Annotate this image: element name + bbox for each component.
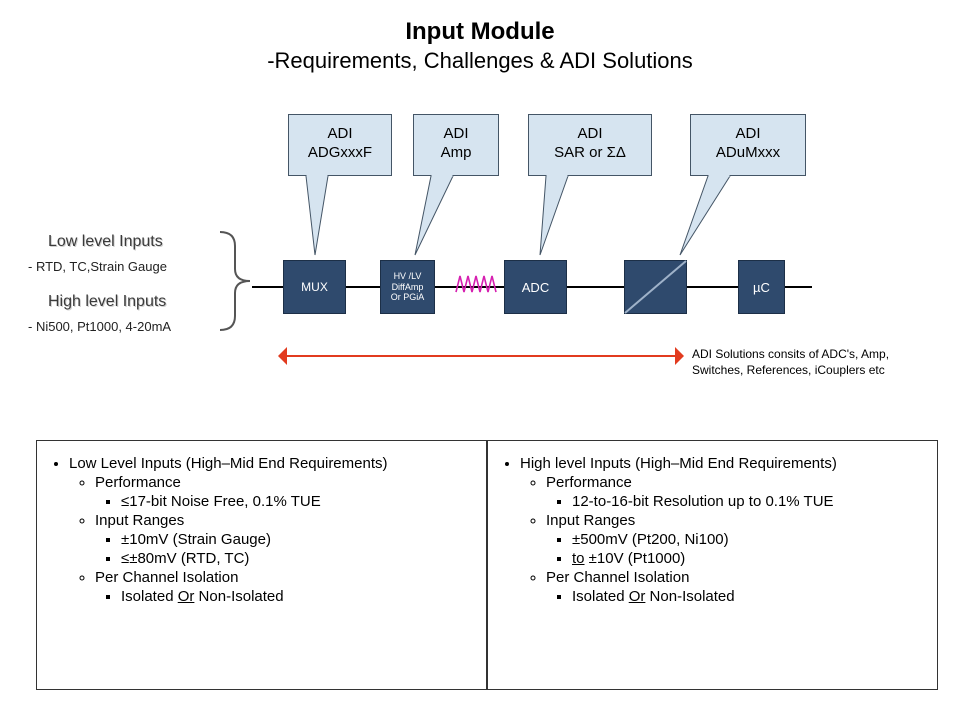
high-level-inputs-sub: - Ni500, Pt1000, 4-20mA	[28, 319, 171, 334]
connector-0	[252, 286, 283, 288]
page-subtitle: -Requirements, Challenges & ADI Solution…	[0, 48, 960, 74]
connector-3	[567, 286, 624, 288]
callout-adc: ADISAR or ΣΔ	[528, 114, 652, 176]
callout-amp: ADIAmp	[413, 114, 499, 176]
connector-1	[346, 286, 380, 288]
high-level-inputs-label: High level Inputs	[48, 293, 166, 311]
connector-2	[435, 286, 504, 288]
connector-4	[687, 286, 738, 288]
callout-mux: ADIADGxxxF	[288, 114, 392, 176]
callout-adum: ADIADuMxxx	[690, 114, 806, 176]
adi-solutions-note: ADI Solutions consits of ADC's, Amp, Swi…	[692, 346, 889, 378]
connector-5	[785, 286, 812, 288]
red-arrow-head-left	[278, 347, 287, 365]
note-line2: Switches, References, iCouplers etc	[692, 362, 889, 378]
note-line1: ADI Solutions consits of ADC's, Amp,	[692, 346, 889, 362]
requirements-right: High level Inputs (High–Mid End Requirem…	[487, 440, 938, 690]
red-arrow-head-right	[675, 347, 684, 365]
requirements-left: Low Level Inputs (High–Mid End Requireme…	[36, 440, 487, 690]
block-mux: MUX	[283, 260, 346, 314]
title-block: Input Module -Requirements, Challenges &…	[0, 18, 960, 74]
block-uc: µC	[738, 260, 785, 314]
block-adc: ADC	[504, 260, 567, 314]
low-level-inputs-sub: - RTD, TC,Strain Gauge	[28, 259, 167, 274]
stage: Input Module -Requirements, Challenges &…	[0, 0, 960, 720]
noise-icon	[456, 276, 496, 292]
block-amp: HV /LV DiffAmp Or PGiA	[380, 260, 435, 314]
red-arrow-line	[287, 355, 675, 357]
page-title: Input Module	[0, 18, 960, 46]
low-level-inputs-label: Low level Inputs	[48, 233, 163, 251]
block-iso	[624, 260, 687, 314]
